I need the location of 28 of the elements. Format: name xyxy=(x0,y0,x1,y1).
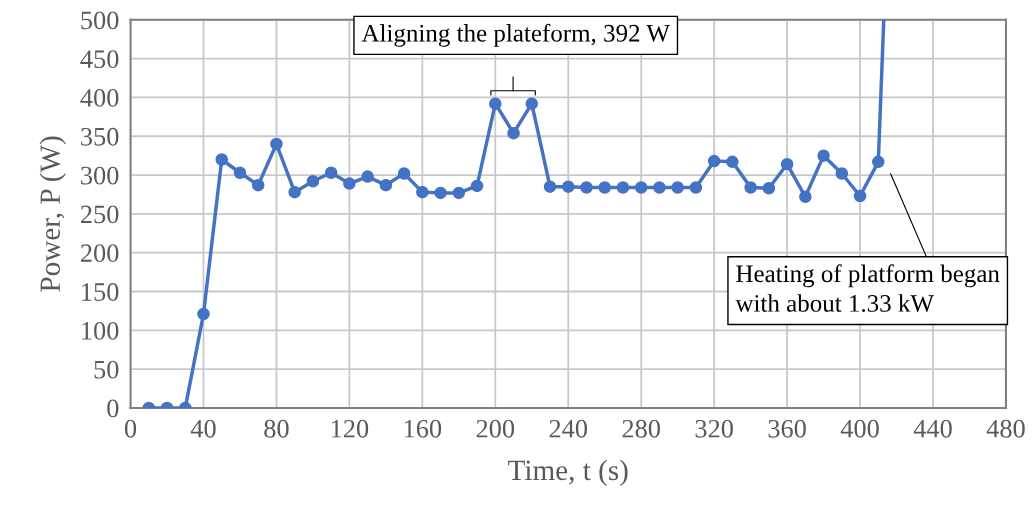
y-tick-label: 100 xyxy=(82,321,119,340)
y-tick-label: 350 xyxy=(81,127,119,146)
y-tick-label: 150 xyxy=(82,283,119,301)
y-tick-label: 200 xyxy=(81,244,119,263)
x-tick-label: 280 xyxy=(622,419,660,438)
y-tick-label: 250 xyxy=(81,205,119,224)
y-axis-title: Power, P (W) xyxy=(39,136,66,292)
annotation: Aligning the plateform, 392 W xyxy=(361,23,670,47)
annotation: Heating of platform began with about 1.33 kW xyxy=(735,264,1000,312)
y-tick-label: 500 xyxy=(81,11,119,30)
y-tick-label: 300 xyxy=(81,166,119,185)
x-tick-label: 440 xyxy=(913,419,952,438)
x-tick-label: 320 xyxy=(695,419,733,438)
x-tick-label: 480 xyxy=(986,419,1025,438)
y-tick-label: 400 xyxy=(80,89,119,107)
x-tick-label: 360 xyxy=(768,419,806,438)
x-tick-label: 80 xyxy=(264,419,289,438)
x-tick-label: 160 xyxy=(404,419,442,438)
x-axis-title: Time, t (s) xyxy=(508,459,628,487)
y-tick-label: 0 xyxy=(107,399,119,418)
x-tick-label: 200 xyxy=(476,419,515,438)
y-tick-label: 50 xyxy=(94,360,119,379)
x-tick-label: 0 xyxy=(124,419,137,438)
x-tick-label: 400 xyxy=(840,419,879,438)
x-tick-label: 240 xyxy=(549,419,588,438)
x-tick-label: 40 xyxy=(190,419,216,438)
y-tick-label: 450 xyxy=(80,50,119,69)
x-tick-label: 120 xyxy=(331,419,369,438)
